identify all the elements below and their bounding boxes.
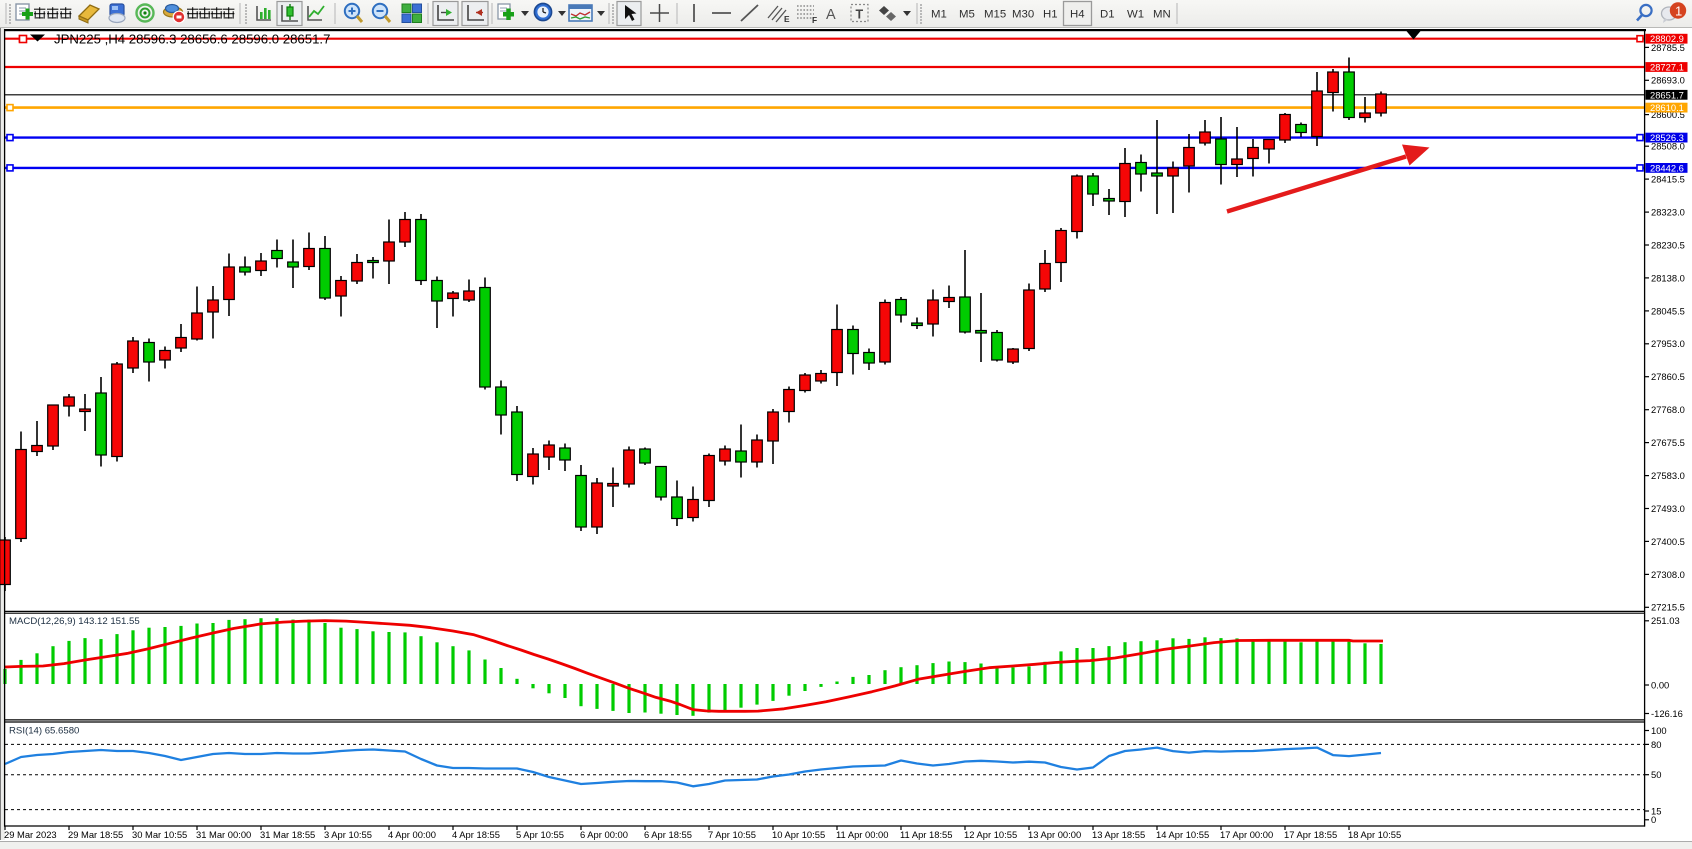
svg-text:27308.0: 27308.0 — [1651, 569, 1685, 580]
svg-text:H4: H4 — [1070, 9, 1085, 21]
svg-text:27675.5: 27675.5 — [1651, 437, 1685, 448]
svg-text:T: T — [856, 8, 864, 22]
svg-text:28785.5: 28785.5 — [1651, 42, 1685, 53]
svg-text:MN: MN — [1153, 9, 1171, 21]
svg-text:M15: M15 — [984, 9, 1006, 21]
svg-text:27493.0: 27493.0 — [1651, 503, 1685, 514]
svg-text:1: 1 — [1675, 4, 1682, 19]
svg-text:251.03: 251.03 — [1651, 615, 1680, 626]
svg-text:27400.5: 27400.5 — [1651, 536, 1685, 547]
svg-text:E: E — [784, 14, 790, 24]
svg-text:11 Apr 00:00: 11 Apr 00:00 — [836, 829, 888, 840]
svg-text:29 Mar 18:55: 29 Mar 18:55 — [68, 829, 123, 840]
svg-text:15: 15 — [1651, 805, 1661, 816]
svg-text:28600.5: 28600.5 — [1651, 109, 1685, 120]
svg-text:A: A — [826, 7, 836, 23]
svg-text:17 Apr 18:55: 17 Apr 18:55 — [1284, 829, 1337, 840]
svg-text:28610.1: 28610.1 — [1650, 102, 1684, 113]
svg-text:28442.6: 28442.6 — [1650, 162, 1684, 173]
svg-text:17 Apr 00:00: 17 Apr 00:00 — [1220, 829, 1273, 840]
svg-text:10 Apr 10:55: 10 Apr 10:55 — [772, 829, 825, 840]
svg-text:-126.16: -126.16 — [1651, 708, 1683, 719]
svg-text:W1: W1 — [1127, 9, 1144, 21]
svg-text:H1: H1 — [1043, 9, 1058, 21]
svg-text:3 Apr 10:55: 3 Apr 10:55 — [324, 829, 372, 840]
svg-text:MACD(12,26,9) 143.12 151.55: MACD(12,26,9) 143.12 151.55 — [9, 616, 140, 627]
svg-text:27583.0: 27583.0 — [1651, 470, 1685, 481]
svg-text:28045.5: 28045.5 — [1651, 305, 1685, 316]
svg-text:80: 80 — [1651, 739, 1661, 750]
svg-text:M30: M30 — [1012, 9, 1034, 21]
svg-text:D1: D1 — [1100, 9, 1115, 21]
svg-text:27215.5: 27215.5 — [1651, 602, 1685, 613]
svg-text:13 Apr 00:00: 13 Apr 00:00 — [1028, 829, 1081, 840]
svg-text:28138.0: 28138.0 — [1651, 272, 1685, 283]
svg-text:6 Apr 00:00: 6 Apr 00:00 — [580, 829, 628, 840]
svg-text:M1: M1 — [931, 9, 947, 21]
svg-text:28230.5: 28230.5 — [1651, 239, 1685, 250]
svg-text:JPN225 ,H4 28596.3 28656.6 28: JPN225 ,H4 28596.3 28656.6 28596.0 28651… — [54, 32, 330, 47]
svg-text:27860.5: 27860.5 — [1651, 371, 1685, 382]
svg-text:11 Apr 18:55: 11 Apr 18:55 — [900, 829, 952, 840]
svg-text:31 Mar 18:55: 31 Mar 18:55 — [260, 829, 315, 840]
svg-text:31 Mar 00:00: 31 Mar 00:00 — [196, 829, 251, 840]
svg-text:28693.0: 28693.0 — [1651, 75, 1685, 86]
svg-text:28802.9: 28802.9 — [1650, 33, 1684, 44]
svg-text:100: 100 — [1651, 725, 1667, 736]
svg-text:29 Mar 2023: 29 Mar 2023 — [4, 829, 57, 840]
svg-text:28526.3: 28526.3 — [1650, 132, 1684, 143]
svg-text:28508.0: 28508.0 — [1651, 141, 1685, 152]
svg-text:0: 0 — [1651, 814, 1656, 825]
svg-text:28651.7: 28651.7 — [1650, 89, 1684, 100]
svg-text:30 Mar 10:55: 30 Mar 10:55 — [132, 829, 187, 840]
svg-text:5 Apr 10:55: 5 Apr 10:55 — [516, 829, 564, 840]
svg-text:27953.0: 27953.0 — [1651, 338, 1685, 349]
svg-text:12 Apr 10:55: 12 Apr 10:55 — [964, 829, 1017, 840]
svg-text:4 Apr 00:00: 4 Apr 00:00 — [388, 829, 436, 840]
svg-text:28727.1: 28727.1 — [1650, 62, 1684, 73]
svg-text:0.00: 0.00 — [1651, 679, 1669, 690]
svg-text:27768.0: 27768.0 — [1651, 404, 1685, 415]
svg-text:M5: M5 — [959, 9, 975, 21]
svg-text:28415.5: 28415.5 — [1651, 174, 1685, 185]
svg-text:28323.0: 28323.0 — [1651, 207, 1685, 218]
svg-text:F: F — [812, 15, 817, 25]
svg-text:18 Apr 10:55: 18 Apr 10:55 — [1348, 829, 1401, 840]
svg-text:13 Apr 18:55: 13 Apr 18:55 — [1092, 829, 1145, 840]
svg-text:50: 50 — [1651, 769, 1661, 780]
svg-text:6 Apr 18:55: 6 Apr 18:55 — [644, 829, 692, 840]
svg-text:RSI(14) 65.6580: RSI(14) 65.6580 — [9, 726, 79, 737]
svg-text:4 Apr 18:55: 4 Apr 18:55 — [452, 829, 500, 840]
svg-text:14 Apr 10:55: 14 Apr 10:55 — [1156, 829, 1209, 840]
svg-text:7 Apr 10:55: 7 Apr 10:55 — [708, 829, 756, 840]
